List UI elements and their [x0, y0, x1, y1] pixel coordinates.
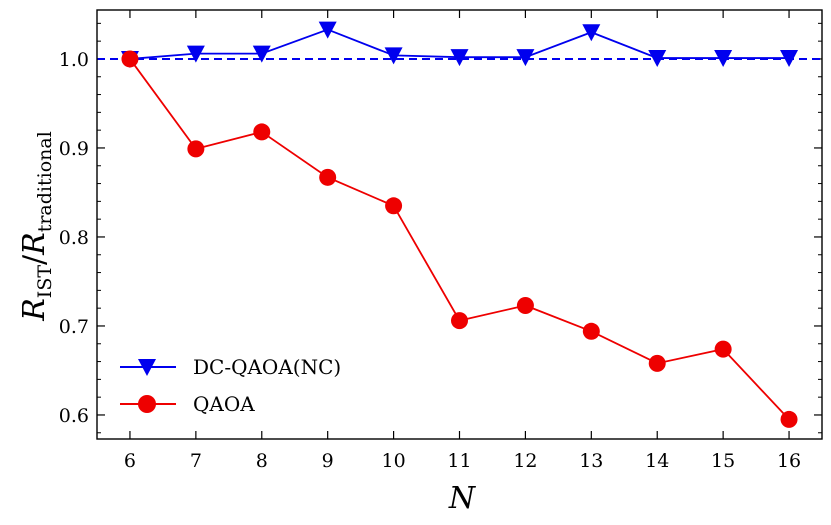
- y-axis-label: RIST/Rtraditional: [17, 131, 56, 322]
- y-tick-labels: 0.6 0.7 0.8 0.9 1.0: [59, 49, 89, 427]
- point-dc-qaoa-nc: [714, 50, 733, 68]
- x-tick-label: 15: [711, 450, 735, 472]
- point-qaoa: [187, 140, 205, 158]
- x-tick-label: 11: [447, 450, 471, 472]
- point-dc-qaoa-nc: [186, 45, 205, 63]
- x-axis-label: N: [448, 481, 477, 516]
- point-dc-qaoa-nc: [252, 45, 271, 63]
- point-dc-qaoa-nc: [384, 47, 403, 65]
- point-qaoa: [121, 50, 139, 68]
- point-qaoa: [516, 296, 534, 314]
- point-qaoa: [385, 197, 403, 215]
- legend-marker-qaoa: [138, 395, 156, 413]
- point-qaoa: [319, 168, 337, 186]
- x-tick-label: 13: [579, 450, 603, 472]
- series-layer: [120, 21, 799, 428]
- point-qaoa: [780, 410, 798, 428]
- x-tick-labels: 6 7 8 9 10 11 12 13 14 15 16: [124, 450, 801, 472]
- point-qaoa: [582, 322, 600, 340]
- point-qaoa: [451, 312, 468, 330]
- y-tick-label: 0.7: [59, 316, 89, 338]
- legend: DC-QAOA(NC) QAOA: [120, 355, 341, 416]
- plot-area: [97, 10, 822, 439]
- point-dc-qaoa-nc: [582, 24, 601, 42]
- point-dc-qaoa-nc: [516, 49, 535, 67]
- y-tick-label: 0.8: [59, 227, 89, 249]
- x-tick-label: 12: [513, 450, 537, 472]
- y-tick-label: 0.9: [59, 138, 89, 160]
- x-tick-label: 8: [256, 450, 268, 472]
- point-dc-qaoa-nc: [318, 21, 337, 39]
- x-tick-label: 6: [124, 450, 136, 472]
- y-tick-label: 1.0: [59, 49, 89, 71]
- legend-label-dc-qaoa: DC-QAOA(NC): [193, 355, 341, 379]
- point-qaoa: [253, 123, 271, 141]
- legend-label-qaoa: QAOA: [193, 392, 255, 416]
- x-tick-label: 10: [381, 450, 405, 472]
- x-tick-label: 7: [190, 450, 202, 472]
- point-qaoa: [648, 354, 666, 372]
- legend-marker-dc-qaoa: [138, 359, 156, 376]
- y-tick-label: 0.6: [59, 405, 89, 427]
- x-tick-label: 9: [322, 450, 334, 472]
- point-dc-qaoa-nc: [450, 49, 469, 67]
- point-dc-qaoa-nc: [648, 50, 667, 68]
- x-tick-label: 14: [645, 450, 669, 472]
- x-tick-label: 16: [777, 450, 801, 472]
- point-qaoa: [714, 340, 732, 358]
- plot-frame: [96, 9, 823, 440]
- point-dc-qaoa-nc: [780, 50, 799, 68]
